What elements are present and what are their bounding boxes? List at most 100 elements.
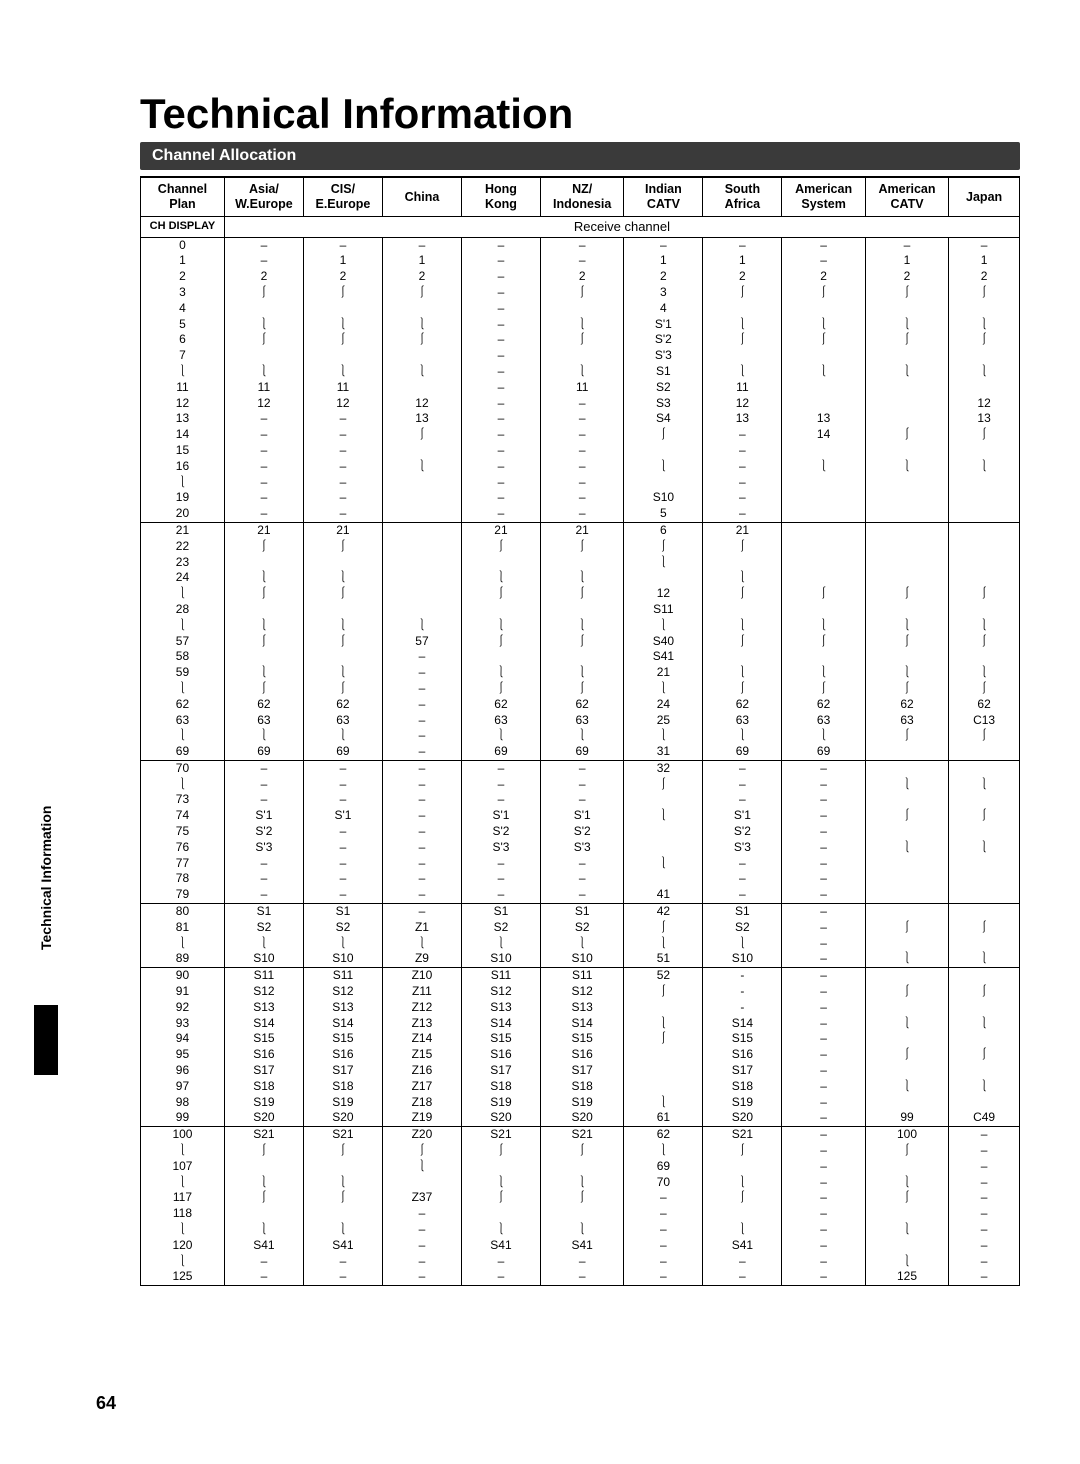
table-cell: –: [540, 459, 623, 475]
table-cell: S'2: [224, 824, 303, 840]
table-cell: 13: [141, 411, 224, 427]
side-tab-label: Technical Information: [38, 806, 54, 950]
table-cell: –: [865, 237, 948, 253]
table-cell: 69: [703, 744, 782, 760]
table-cell: 63: [303, 713, 382, 729]
table-cell: –: [303, 490, 382, 506]
table-cell: 41: [624, 887, 703, 903]
column-header: HongKong: [461, 178, 540, 217]
column-header: Japan: [949, 178, 1019, 217]
table-cell: ⎱: [624, 1095, 703, 1111]
table-cell: ⎱: [540, 1222, 623, 1238]
channel-table-container: ChannelPlanAsia/W.EuropeCIS/E.EuropeChin…: [140, 176, 1020, 1286]
table-cell: –: [949, 1175, 1019, 1191]
table-cell: –: [540, 396, 623, 412]
table-cell: ⎰: [782, 634, 865, 650]
table-row: ⎱–––––⎰––⎱⎱: [141, 777, 1019, 793]
table-row: 13––13––S4131313: [141, 411, 1019, 427]
table-cell: ⎰: [224, 586, 303, 602]
table-row: ⎱⎱⎱⎱⎱⎱⎱⎱⎱⎱⎱: [141, 618, 1019, 634]
table-cell: –: [782, 1254, 865, 1270]
table-cell: [949, 570, 1019, 586]
table-cell: ⎱: [703, 728, 782, 744]
table-cell: –: [703, 871, 782, 887]
table-cell: S2: [540, 920, 623, 936]
table-cell: ⎱: [703, 1175, 782, 1191]
table-cell: S14: [540, 1016, 623, 1032]
table-cell: ⎱: [949, 317, 1019, 333]
table-cell: 62: [141, 697, 224, 713]
table-cell: [949, 1095, 1019, 1111]
table-cell: ⎰: [382, 285, 461, 301]
table-cell: 57: [141, 634, 224, 650]
table-cell: [624, 1047, 703, 1063]
table-cell: –: [703, 237, 782, 253]
table-cell: ⎱: [949, 364, 1019, 380]
table-cell: ⎱: [865, 1016, 948, 1032]
table-cell: S21: [461, 1127, 540, 1143]
table-cell: S41: [224, 1238, 303, 1254]
table-cell: ⎰: [303, 586, 382, 602]
table-cell: ⎱: [224, 936, 303, 952]
table-cell: [865, 411, 948, 427]
table-cell: –: [782, 253, 865, 269]
column-header: NZ/Indonesia: [540, 178, 623, 217]
table-cell: S19: [703, 1095, 782, 1111]
table-cell: S10: [624, 490, 703, 506]
table-cell: 80: [141, 904, 224, 920]
table-cell: S20: [540, 1110, 623, 1126]
table-cell: S13: [224, 1000, 303, 1016]
table-cell: ⎰: [703, 332, 782, 348]
table-cell: S17: [540, 1063, 623, 1079]
table-cell: 62: [461, 697, 540, 713]
table-cell: ⎰: [703, 1143, 782, 1159]
table-cell: –: [540, 887, 623, 903]
table-cell: 69: [782, 744, 865, 760]
table-cell: 13: [782, 411, 865, 427]
table-cell: –: [782, 1127, 865, 1143]
table-cell: ⎰: [540, 681, 623, 697]
table-cell: 23: [141, 555, 224, 571]
table-cell: 69: [461, 744, 540, 760]
table-cell: [865, 380, 948, 396]
table-cell: ⎱: [382, 459, 461, 475]
table-row: 22⎰⎰⎰⎰⎰⎰: [141, 539, 1019, 555]
table-cell: S16: [540, 1047, 623, 1063]
table-cell: [865, 348, 948, 364]
table-cell: S'1: [624, 317, 703, 333]
table-row: 3⎰⎰⎰–⎰3⎰⎰⎰⎰: [141, 285, 1019, 301]
table-cell: –: [540, 760, 623, 776]
table-cell: –: [303, 871, 382, 887]
table-cell: –: [782, 1110, 865, 1126]
table-cell: 95: [141, 1047, 224, 1063]
table-cell: –: [540, 253, 623, 269]
table-cell: ⎰: [382, 427, 461, 443]
table-cell: –: [461, 887, 540, 903]
table-cell: [949, 348, 1019, 364]
table-cell: [624, 840, 703, 856]
table-cell: –: [461, 396, 540, 412]
table-cell: –: [224, 237, 303, 253]
table-cell: ⎱: [703, 665, 782, 681]
table-cell: ⎱: [624, 1016, 703, 1032]
table-cell: S'1: [303, 808, 382, 824]
table-cell: 3: [624, 285, 703, 301]
table-cell: –: [540, 777, 623, 793]
table-cell: Z18: [382, 1095, 461, 1111]
table-row: 28S11: [141, 602, 1019, 618]
table-cell: –: [461, 285, 540, 301]
table-cell: [461, 602, 540, 618]
table-cell: ⎱: [782, 728, 865, 744]
table-cell: 1: [624, 253, 703, 269]
table-cell: [865, 744, 948, 760]
page-title: Technical Information: [140, 90, 1020, 138]
table-cell: S16: [703, 1047, 782, 1063]
table-cell: S15: [540, 1031, 623, 1047]
table-row: 57⎰⎰57⎰⎰S40⎰⎰⎰⎰: [141, 634, 1019, 650]
table-cell: –: [782, 920, 865, 936]
table-cell: 3: [141, 285, 224, 301]
table-cell: –: [540, 506, 623, 522]
table-cell: ⎰: [303, 1143, 382, 1159]
table-cell: ⎰: [303, 1190, 382, 1206]
table-cell: 70: [141, 760, 224, 776]
